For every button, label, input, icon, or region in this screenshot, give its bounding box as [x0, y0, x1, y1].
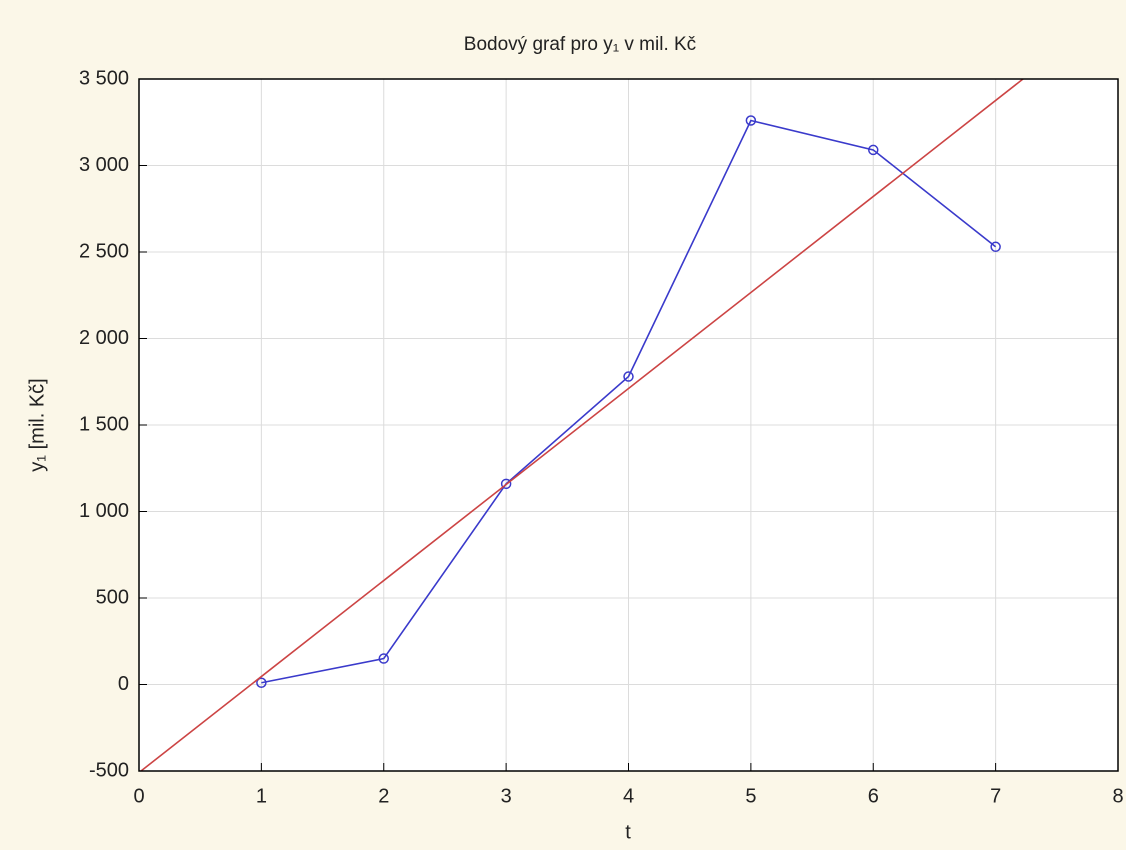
marks [139, 79, 1025, 771]
y-tick-label: -500 [89, 759, 129, 781]
data-point [990, 241, 1001, 253]
y-tick-label: 3 000 [79, 154, 129, 176]
x-tick-label: 7 [990, 785, 1001, 807]
data-point [868, 144, 879, 156]
data-point [256, 677, 267, 689]
x-tick-label: 3 [501, 785, 512, 807]
x-tick-label: 4 [623, 785, 634, 807]
x-tick-label: 0 [133, 785, 144, 807]
x-tick-label: 1 [256, 785, 267, 807]
plot-frame [138, 78, 1119, 772]
data-point [500, 478, 512, 490]
y-tick-label: 2 500 [79, 240, 129, 262]
x-tick-label: 8 [1112, 785, 1123, 807]
y-tick-label: 0 [118, 673, 129, 695]
data-point [623, 371, 634, 382]
y-tick-label: 1 000 [79, 500, 129, 522]
y-tick-label: 500 [96, 586, 129, 608]
chart-title: Bodový graf pro y₁ v mil. Kč [464, 34, 696, 55]
y-tick-label: 1 500 [79, 413, 129, 435]
x-tick-label: 5 [745, 785, 756, 807]
data-point [745, 115, 757, 126]
series-line [139, 79, 1025, 771]
x-tick-label: 6 [868, 785, 879, 807]
data-point [378, 653, 389, 664]
series-line [261, 119, 997, 684]
x-axis-label: t [625, 821, 631, 843]
y-tick-label: 2 000 [79, 327, 129, 349]
y-tick-label: 3 500 [79, 67, 129, 89]
y-axis-label: y₁ [mil. Kč] [26, 378, 48, 471]
x-tick-label: 2 [378, 785, 389, 807]
